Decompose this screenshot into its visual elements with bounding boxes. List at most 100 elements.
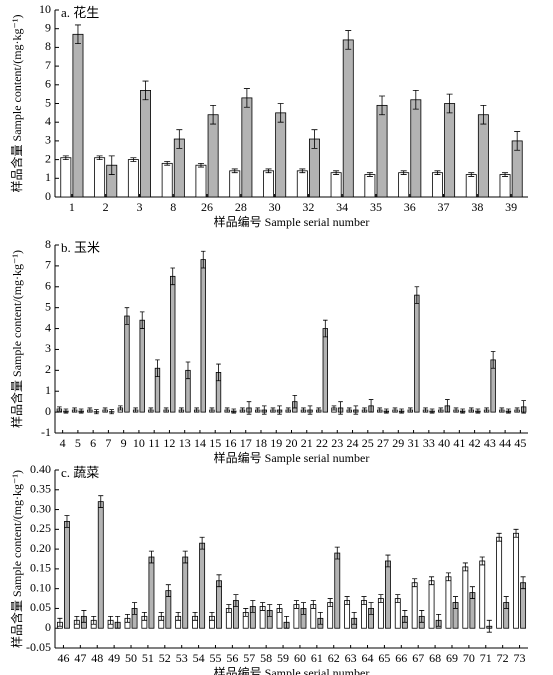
error-bar xyxy=(78,408,84,414)
error-bar xyxy=(338,401,343,415)
error-bar xyxy=(270,407,276,413)
error-bar xyxy=(185,361,191,380)
error-bar xyxy=(148,407,154,413)
error-bar xyxy=(327,598,333,607)
y-tick-label: 0.35 xyxy=(30,482,51,496)
error-bar xyxy=(285,407,291,413)
bar xyxy=(200,259,206,413)
x-tick-label: 9 xyxy=(121,436,127,450)
x-tick-label: 10 xyxy=(133,436,145,450)
x-tick-label: 28 xyxy=(235,200,247,214)
y-axis-title: 样品含量 Sample content/(mg·kg⁻¹) xyxy=(9,15,24,193)
y-tick-label: 0 xyxy=(45,189,51,203)
error-bar xyxy=(72,407,77,413)
x-tick-label: 55 xyxy=(209,651,221,665)
y-tick-label: 4 xyxy=(45,320,51,334)
error-bar xyxy=(246,401,252,415)
y-tick-label: 7 xyxy=(45,258,51,272)
error-bar xyxy=(91,615,97,625)
x-tick-label: 53 xyxy=(176,651,188,665)
error-bar xyxy=(361,596,367,605)
error-bar xyxy=(480,104,487,125)
bar xyxy=(60,157,72,198)
error-bar xyxy=(395,594,401,603)
error-bar xyxy=(366,172,373,177)
bar xyxy=(124,315,130,413)
y-axis-title: 样品含量 Sample content/(mg·kg⁻¹) xyxy=(9,250,24,428)
x-tick-label: 47 xyxy=(74,651,86,665)
bar xyxy=(94,157,106,198)
x-tick-label: 62 xyxy=(328,651,340,665)
error-bar xyxy=(224,407,230,413)
error-bar xyxy=(124,307,130,325)
error-bar xyxy=(462,562,468,572)
x-tick-label: 5 xyxy=(75,436,81,450)
y-tick-label: 7 xyxy=(45,58,51,72)
bar xyxy=(479,560,486,629)
error-bar xyxy=(402,610,408,623)
error-bar xyxy=(499,407,505,413)
error-bar xyxy=(62,155,69,160)
error-bar xyxy=(293,600,299,609)
y-tick-label: -1 xyxy=(41,425,51,439)
x-axis-title: 样品编号 Sample serial number xyxy=(214,214,370,229)
bar xyxy=(170,275,176,413)
x-tick-label: 7 xyxy=(105,436,111,450)
error-bar xyxy=(502,172,509,177)
error-bar xyxy=(240,407,245,413)
error-bar xyxy=(334,546,340,560)
error-bar xyxy=(353,405,359,415)
error-bar xyxy=(368,602,374,615)
error-bar xyxy=(331,405,337,411)
bar xyxy=(182,556,189,629)
x-tick-label: 35 xyxy=(370,200,382,214)
error-bar xyxy=(469,586,475,599)
bar xyxy=(414,294,420,413)
bar xyxy=(410,99,422,198)
error-bar xyxy=(412,578,418,588)
error-bar xyxy=(514,407,520,413)
error-bar xyxy=(96,155,103,160)
bar xyxy=(263,170,275,198)
error-bar xyxy=(453,407,459,413)
bar xyxy=(275,112,287,198)
x-tick-label: 42 xyxy=(469,436,481,450)
bar xyxy=(465,174,477,198)
error-bar xyxy=(419,610,425,623)
error-bar xyxy=(108,615,114,625)
y-tick-label: -0.05 xyxy=(26,640,51,654)
x-tick-label: 40 xyxy=(438,436,450,450)
error-bar xyxy=(378,594,384,603)
y-tick-label: 5 xyxy=(45,95,51,109)
error-bar xyxy=(277,405,282,415)
bar xyxy=(148,556,155,629)
bar xyxy=(364,174,376,198)
error-bar xyxy=(148,550,154,564)
error-bar xyxy=(74,615,80,625)
bar xyxy=(398,172,410,198)
error-bar xyxy=(231,168,238,174)
bar xyxy=(520,582,527,629)
y-tick-label: 8 xyxy=(45,237,51,251)
error-bar xyxy=(317,612,323,625)
error-bar xyxy=(414,286,420,304)
error-bar xyxy=(344,596,350,605)
y-tick-label: 0.30 xyxy=(30,501,51,515)
bar xyxy=(499,174,511,198)
error-bar xyxy=(310,600,316,609)
error-bar xyxy=(323,319,328,338)
error-bar xyxy=(345,30,352,50)
bar xyxy=(342,39,354,198)
y-tick-label: 6 xyxy=(45,77,51,91)
error-bar xyxy=(475,408,481,414)
error-bar xyxy=(164,161,171,166)
panel-title: b. 玉米 xyxy=(61,240,100,255)
error-bar xyxy=(362,407,367,413)
x-tick-label: 37 xyxy=(438,200,450,214)
error-bar xyxy=(255,407,260,413)
error-bar xyxy=(276,604,283,613)
bar xyxy=(385,560,391,629)
error-bar xyxy=(261,405,267,415)
error-bar xyxy=(141,612,147,621)
